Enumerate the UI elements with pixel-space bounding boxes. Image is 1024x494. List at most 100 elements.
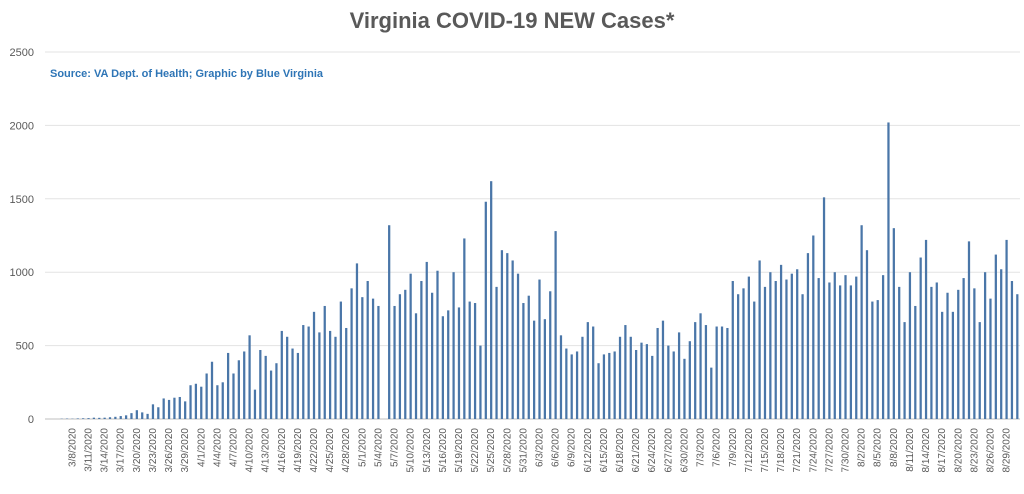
bar <box>130 413 133 419</box>
bar <box>253 389 257 419</box>
bar <box>710 367 713 419</box>
x-tick-label: 5/19/2020 <box>454 428 465 473</box>
x-tick-label: 4/13/2020 <box>261 428 272 473</box>
bar <box>565 348 568 419</box>
bar <box>404 289 407 419</box>
bar <box>98 417 101 419</box>
bar <box>892 228 895 419</box>
bar <box>635 350 638 419</box>
bar <box>243 351 246 419</box>
bar <box>210 361 214 419</box>
bar <box>393 305 396 419</box>
x-tick-label: 7/24/2020 <box>808 428 819 473</box>
bar <box>350 288 353 419</box>
bar <box>280 330 283 419</box>
x-tick-label: 5/4/2020 <box>373 428 384 467</box>
y-tick-label: 500 <box>16 341 34 353</box>
x-tick-label: 4/16/2020 <box>277 428 288 473</box>
bar <box>500 250 504 419</box>
bar <box>758 260 761 419</box>
x-tick-label: 6/15/2020 <box>599 428 610 473</box>
bar <box>200 386 203 419</box>
x-tick-label: 3/8/2020 <box>67 428 78 467</box>
bar <box>704 325 708 419</box>
x-tick-label: 5/1/2020 <box>357 428 368 467</box>
bar <box>629 336 632 419</box>
x-tick-label: 5/28/2020 <box>502 428 513 473</box>
bar <box>286 336 289 419</box>
gridlines <box>45 51 1020 420</box>
bar <box>828 282 831 419</box>
bar <box>264 355 267 419</box>
bar <box>667 345 670 419</box>
x-tick-label: 8/20/2020 <box>953 428 964 473</box>
bar <box>661 320 665 419</box>
bar <box>731 281 734 419</box>
bar <box>420 281 423 419</box>
x-tick-label: 7/3/2020 <box>696 428 707 467</box>
bar <box>82 418 85 419</box>
bar <box>581 336 584 419</box>
bar <box>307 326 310 419</box>
bar <box>151 404 155 419</box>
bar <box>908 272 912 419</box>
bar <box>339 301 342 419</box>
bar <box>103 417 106 419</box>
x-tick-label: 5/10/2020 <box>406 428 417 473</box>
bar <box>683 358 686 419</box>
y-tick-label: 1500 <box>10 194 34 206</box>
bar <box>334 336 337 419</box>
bar <box>602 354 606 419</box>
bar <box>737 294 740 419</box>
x-tick-label: 4/10/2020 <box>245 428 256 473</box>
bar <box>184 401 187 419</box>
x-tick-label: 8/26/2020 <box>985 428 996 473</box>
x-tick-label: 7/9/2020 <box>728 428 739 467</box>
x-tick-label: 7/21/2020 <box>792 428 803 473</box>
bar <box>779 264 783 419</box>
x-tick-label: 6/18/2020 <box>615 428 626 473</box>
x-tick-label: 6/27/2020 <box>663 428 674 473</box>
bar <box>978 322 981 419</box>
bar <box>1010 281 1014 419</box>
x-tick-label: 4/1/2020 <box>196 428 207 467</box>
bar <box>425 261 428 419</box>
x-tick-label: 6/21/2020 <box>631 428 642 473</box>
bar <box>833 272 836 419</box>
bar <box>983 272 987 419</box>
bar <box>624 325 627 419</box>
bar <box>92 417 96 419</box>
bar <box>371 298 375 419</box>
bar <box>865 250 869 419</box>
bar <box>119 416 122 419</box>
bar <box>812 235 815 419</box>
bar <box>570 354 573 419</box>
bar <box>275 363 278 419</box>
x-tick-label: 7/6/2020 <box>712 428 723 467</box>
bar <box>178 396 181 419</box>
bar <box>490 181 493 419</box>
bar <box>167 399 171 419</box>
bar <box>296 352 300 419</box>
bar <box>221 382 224 419</box>
x-tick-label: 6/12/2020 <box>583 428 594 473</box>
bar <box>640 342 643 419</box>
bar <box>672 351 675 419</box>
bar <box>484 201 487 419</box>
bar <box>361 297 364 419</box>
x-tick-label: 4/4/2020 <box>212 428 223 467</box>
axes: 0 500 1000 1500 2000 2500 3/8/2020 3/11/2020 3/1… <box>10 47 1013 473</box>
bar <box>463 238 466 419</box>
x-tick-label: 4/25/2020 <box>325 428 336 473</box>
x-tick-label: 7/12/2020 <box>744 428 755 473</box>
bar <box>431 292 434 419</box>
bar <box>506 253 509 419</box>
bar <box>146 413 149 419</box>
bar <box>618 336 622 419</box>
bar <box>345 327 348 419</box>
bar <box>941 311 944 419</box>
x-tick-label: 5/7/2020 <box>390 428 401 467</box>
bar <box>903 322 906 419</box>
bar <box>785 279 788 419</box>
